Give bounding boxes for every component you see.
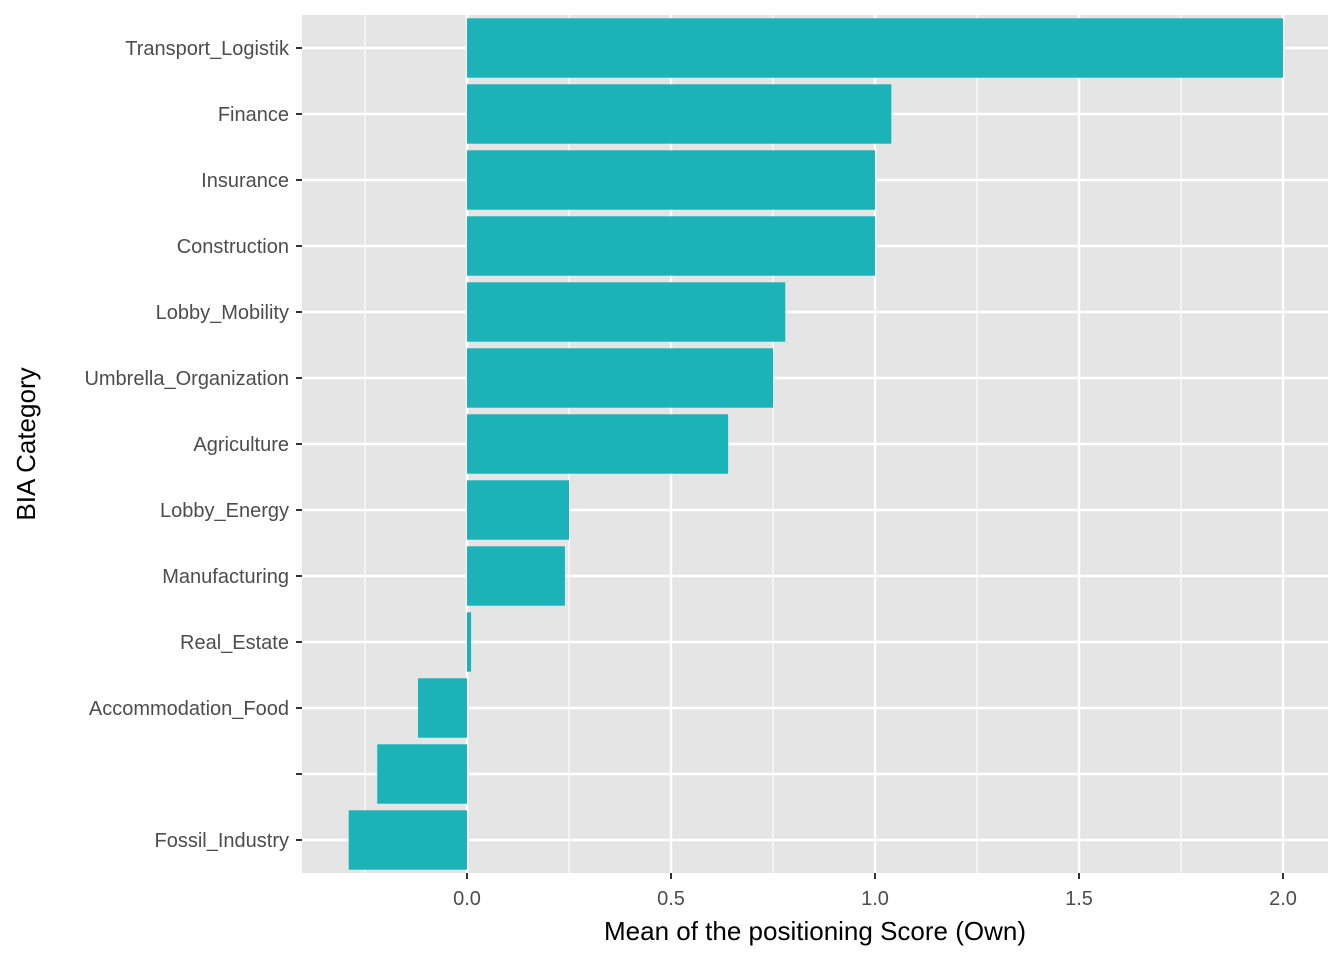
y-tick-label: Transport_Logistik: [125, 38, 290, 60]
y-tick-label: Agriculture: [193, 434, 289, 456]
y-tick-label: Lobby_Energy: [160, 500, 289, 522]
x-axis: 0.0 0.5 1.0 1.5 2.0: [453, 873, 1297, 910]
x-axis-title: Mean of the positioning Score (Own): [604, 916, 1026, 946]
y-tick-label: Finance: [218, 104, 289, 126]
y-axis-title: BIA Category: [11, 367, 41, 520]
bar: [418, 678, 467, 738]
bar: [467, 546, 565, 606]
x-tick-label: 0.0: [453, 888, 481, 910]
bar: [467, 216, 875, 276]
bar: [467, 282, 786, 342]
x-tick-label: 1.5: [1065, 888, 1093, 910]
bar: [467, 348, 773, 408]
y-tick-label: Umbrella_Organization: [84, 368, 289, 390]
bar: [467, 18, 1283, 78]
bar: [467, 612, 472, 672]
y-tick-label: Construction: [177, 236, 289, 258]
y-tick-label: Real_Estate: [180, 632, 289, 654]
bar: [467, 480, 569, 540]
y-tick-label: Accommodation_Food: [89, 698, 289, 720]
bar: [467, 150, 875, 210]
y-tick-label: Manufacturing: [162, 566, 289, 588]
bars: [348, 18, 1283, 870]
y-tick-label: Fossil_Industry: [155, 830, 290, 852]
y-tick-label: Lobby_Mobility: [156, 302, 289, 324]
x-tick-label: 0.5: [657, 888, 685, 910]
x-tick-label: 2.0: [1269, 888, 1297, 910]
bar: [377, 744, 467, 804]
y-axis: Transport_Logistik Finance Insurance Constr…: [84, 38, 302, 852]
bar: [467, 414, 729, 474]
bar: [348, 810, 467, 870]
y-tick-label: Insurance: [201, 170, 289, 192]
x-tick-label: 1.0: [861, 888, 889, 910]
bar: [467, 84, 892, 144]
